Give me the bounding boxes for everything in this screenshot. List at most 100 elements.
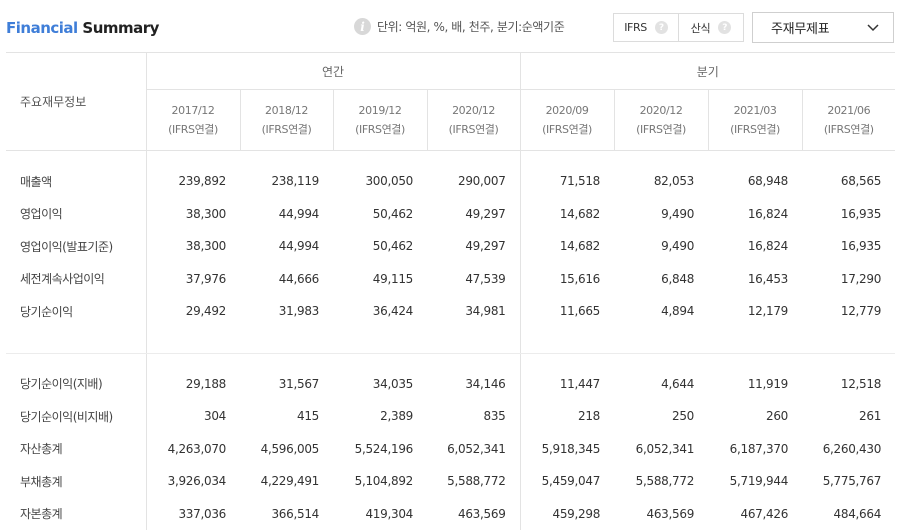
period-header: 2020/12(IFRS연결) bbox=[427, 90, 520, 151]
row-label[interactable]: 자본총계 bbox=[6, 498, 146, 530]
help-icon[interactable]: ? bbox=[655, 21, 668, 34]
value-cell: 250 bbox=[614, 400, 708, 433]
value-cell: 218 bbox=[520, 400, 614, 433]
value-cell: 44,994 bbox=[240, 230, 333, 263]
value-cell: 38,300 bbox=[146, 230, 240, 263]
value-cell: 463,569 bbox=[427, 498, 520, 530]
statement-type-select[interactable]: 주재무제표 bbox=[752, 12, 894, 43]
value-cell: 29,492 bbox=[146, 295, 240, 328]
value-cell: 419,304 bbox=[333, 498, 427, 530]
row-label[interactable]: 당기순이익(지배) bbox=[6, 368, 146, 401]
value-cell: 5,104,892 bbox=[333, 465, 427, 498]
value-cell: 238,119 bbox=[240, 165, 333, 198]
value-cell: 4,263,070 bbox=[146, 433, 240, 466]
row-label[interactable]: 당기순이익 bbox=[6, 295, 146, 328]
value-cell: 12,779 bbox=[802, 295, 895, 328]
period-header: 2020/09(IFRS연결) bbox=[520, 90, 614, 151]
value-cell: 16,453 bbox=[708, 263, 802, 296]
value-cell: 337,036 bbox=[146, 498, 240, 530]
row-label[interactable]: 당기순이익(비지배) bbox=[6, 400, 146, 433]
value-cell: 68,948 bbox=[708, 165, 802, 198]
chevron-down-icon bbox=[867, 24, 879, 32]
value-cell: 304 bbox=[146, 400, 240, 433]
value-cell: 6,052,341 bbox=[427, 433, 520, 466]
value-cell: 6,187,370 bbox=[708, 433, 802, 466]
row-label[interactable]: 자산총계 bbox=[6, 433, 146, 466]
row-label[interactable]: 영업이익(발표기준) bbox=[6, 230, 146, 263]
period-header: 2017/12(IFRS연결) bbox=[146, 90, 240, 151]
value-cell: 463,569 bbox=[614, 498, 708, 530]
row-label[interactable]: 매출액 bbox=[6, 165, 146, 198]
value-cell: 300,050 bbox=[333, 165, 427, 198]
value-cell: 68,565 bbox=[802, 165, 895, 198]
value-cell: 5,524,196 bbox=[333, 433, 427, 466]
label-column-header: 주요재무정보 bbox=[6, 53, 146, 151]
period-header: 2018/12(IFRS연결) bbox=[240, 90, 333, 151]
value-cell: 6,848 bbox=[614, 263, 708, 296]
value-cell: 5,719,944 bbox=[708, 465, 802, 498]
value-cell: 50,462 bbox=[333, 198, 427, 231]
value-cell: 4,894 bbox=[614, 295, 708, 328]
annual-group-header: 연간 bbox=[146, 53, 520, 90]
value-cell: 2,389 bbox=[333, 400, 427, 433]
value-cell: 467,426 bbox=[708, 498, 802, 530]
value-cell: 290,007 bbox=[427, 165, 520, 198]
value-cell: 415 bbox=[240, 400, 333, 433]
value-cell: 835 bbox=[427, 400, 520, 433]
value-cell: 11,919 bbox=[708, 368, 802, 401]
value-cell: 49,297 bbox=[427, 198, 520, 231]
value-cell: 5,459,047 bbox=[520, 465, 614, 498]
value-cell: 14,682 bbox=[520, 230, 614, 263]
unit-info: i 단위: 억원, %, 배, 천주, 분기:순액기준 bbox=[354, 18, 564, 35]
value-cell: 5,588,772 bbox=[427, 465, 520, 498]
value-cell: 4,229,491 bbox=[240, 465, 333, 498]
value-cell: 5,588,772 bbox=[614, 465, 708, 498]
value-cell: 6,260,430 bbox=[802, 433, 895, 466]
value-cell: 12,179 bbox=[708, 295, 802, 328]
period-header: 2021/03(IFRS연결) bbox=[708, 90, 802, 151]
value-cell: 49,297 bbox=[427, 230, 520, 263]
value-cell: 16,935 bbox=[802, 198, 895, 231]
value-cell: 31,983 bbox=[240, 295, 333, 328]
info-icon[interactable]: i bbox=[354, 18, 371, 35]
value-cell: 4,596,005 bbox=[240, 433, 333, 466]
value-cell: 29,188 bbox=[146, 368, 240, 401]
summary-header: Financial Summary i 단위: 억원, %, 배, 천주, 분기… bbox=[0, 0, 905, 52]
value-cell: 239,892 bbox=[146, 165, 240, 198]
value-cell: 12,518 bbox=[802, 368, 895, 401]
help-icon[interactable]: ? bbox=[718, 21, 731, 34]
value-cell: 260 bbox=[708, 400, 802, 433]
value-cell: 5,775,767 bbox=[802, 465, 895, 498]
row-label[interactable]: 부채총계 bbox=[6, 465, 146, 498]
value-cell: 261 bbox=[802, 400, 895, 433]
value-cell: 37,976 bbox=[146, 263, 240, 296]
value-cell: 38,300 bbox=[146, 198, 240, 231]
value-cell: 71,518 bbox=[520, 165, 614, 198]
quarter-group-header: 분기 bbox=[520, 53, 895, 90]
value-cell: 17,290 bbox=[802, 263, 895, 296]
value-cell: 14,682 bbox=[520, 198, 614, 231]
unit-text: 단위: 억원, %, 배, 천주, 분기:순액기준 bbox=[377, 18, 564, 35]
value-cell: 34,146 bbox=[427, 368, 520, 401]
value-cell: 459,298 bbox=[520, 498, 614, 530]
value-cell: 31,567 bbox=[240, 368, 333, 401]
value-cell: 11,665 bbox=[520, 295, 614, 328]
ifrs-formula-toggle: IFRS ? 산식 ? bbox=[613, 13, 744, 42]
row-label[interactable]: 세전계속사업이익 bbox=[6, 263, 146, 296]
value-cell: 4,644 bbox=[614, 368, 708, 401]
value-cell: 16,824 bbox=[708, 230, 802, 263]
value-cell: 34,035 bbox=[333, 368, 427, 401]
financial-summary-table: 주요재무정보 연간 분기 2017/12(IFRS연결) 2018/12(IFR… bbox=[6, 52, 895, 530]
formula-label: 산식 bbox=[691, 20, 710, 36]
row-label[interactable]: 영업이익 bbox=[6, 198, 146, 231]
ifrs-option[interactable]: IFRS ? bbox=[614, 14, 678, 41]
formula-option[interactable]: 산식 ? bbox=[678, 14, 743, 41]
page-title: Financial Summary bbox=[6, 19, 159, 37]
